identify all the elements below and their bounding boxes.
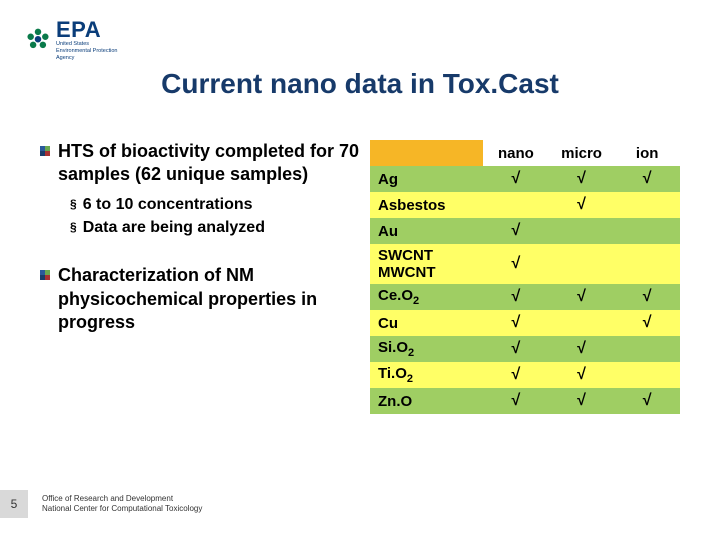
cell-value: √ <box>614 310 680 336</box>
table-row: Asbestos √ <box>370 192 680 218</box>
footer-line-1: Office of Research and Development <box>42 494 202 504</box>
cell-value <box>549 218 615 244</box>
cell-value <box>614 192 680 218</box>
cell-material: Asbestos <box>370 192 483 218</box>
bullet-list: HTS of bioactivity completed for 70 samp… <box>40 140 360 414</box>
cell-value: √ <box>483 336 549 362</box>
epa-sub1: United States <box>56 41 117 47</box>
cell-value: √ <box>549 192 615 218</box>
table-row: SWCNT MWCNT√ <box>370 244 680 284</box>
cell-value <box>614 336 680 362</box>
cell-value: √ <box>549 362 615 388</box>
sub-1-text: 6 to 10 concentrations <box>83 195 253 216</box>
cell-value <box>614 218 680 244</box>
cell-value: √ <box>549 166 615 192</box>
footer-line-2: National Center for Computational Toxico… <box>42 504 202 514</box>
cell-value: √ <box>549 284 615 310</box>
sub-2-text: Data are being analyzed <box>83 218 265 239</box>
bullet-square-icon <box>40 270 50 280</box>
cell-value: √ <box>614 166 680 192</box>
cell-material: Ce.O2 <box>370 284 483 310</box>
cell-material: Ti.O2 <box>370 362 483 388</box>
cell-value: √ <box>483 244 549 284</box>
cell-material: SWCNT MWCNT <box>370 244 483 284</box>
col-ion: ion <box>614 140 680 166</box>
cell-value: √ <box>483 166 549 192</box>
cell-value <box>549 310 615 336</box>
table-body: Ag√√√Asbestos√Au√SWCNT MWCNT√Ce.O2√√√Cu√… <box>370 166 680 414</box>
bullet-2-text: Characterization of NM physicochemical p… <box>58 264 360 334</box>
sub-marker-icon: § <box>70 197 77 216</box>
epa-sub2: Environmental Protection <box>56 48 117 54</box>
epa-flower-icon <box>25 27 51 53</box>
cell-value: √ <box>549 336 615 362</box>
cell-value: √ <box>483 388 549 414</box>
col-material <box>370 140 483 166</box>
footer: 5 Office of Research and Development Nat… <box>0 490 202 518</box>
page-number: 5 <box>0 490 28 518</box>
bullet-1-sub-1: § 6 to 10 concentrations <box>70 195 360 216</box>
cell-material: Zn.O <box>370 388 483 414</box>
cell-value: √ <box>483 310 549 336</box>
material-table: nano micro ion Ag√√√Asbestos√Au√SWCNT MW… <box>370 140 680 414</box>
table-row: Ce.O2√√√ <box>370 284 680 310</box>
cell-value <box>614 362 680 388</box>
table-row: Au√ <box>370 218 680 244</box>
bullet-square-icon <box>40 146 50 156</box>
page-title: Current nano data in Tox.Cast <box>0 68 720 100</box>
bullet-2: Characterization of NM physicochemical p… <box>40 264 360 334</box>
bullet-1: HTS of bioactivity completed for 70 samp… <box>40 140 360 187</box>
table-row: Si.O2√√ <box>370 336 680 362</box>
cell-material: Au <box>370 218 483 244</box>
data-table-wrapper: nano micro ion Ag√√√Asbestos√Au√SWCNT MW… <box>370 140 680 414</box>
content-area: HTS of bioactivity completed for 70 samp… <box>40 140 680 414</box>
table-row: Zn.O√√√ <box>370 388 680 414</box>
cell-value <box>614 244 680 284</box>
footer-text: Office of Research and Development Natio… <box>42 494 202 513</box>
epa-logo: EPA United States Environmental Protecti… <box>25 20 117 61</box>
bullet-1-text: HTS of bioactivity completed for 70 samp… <box>58 140 360 187</box>
cell-material: Ag <box>370 166 483 192</box>
cell-material: Si.O2 <box>370 336 483 362</box>
cell-value: √ <box>614 388 680 414</box>
cell-value: √ <box>549 388 615 414</box>
table-header-row: nano micro ion <box>370 140 680 166</box>
bullet-1-sub-2: § Data are being analyzed <box>70 218 360 239</box>
col-nano: nano <box>483 140 549 166</box>
table-row: Cu√√ <box>370 310 680 336</box>
cell-value: √ <box>614 284 680 310</box>
cell-value <box>483 192 549 218</box>
cell-value: √ <box>483 362 549 388</box>
table-row: Ti.O2√√ <box>370 362 680 388</box>
epa-acronym: EPA <box>56 20 117 40</box>
cell-value <box>549 244 615 284</box>
col-micro: micro <box>549 140 615 166</box>
epa-sub3: Agency <box>56 55 117 61</box>
sub-marker-icon: § <box>70 220 77 239</box>
cell-value: √ <box>483 218 549 244</box>
cell-value: √ <box>483 284 549 310</box>
cell-material: Cu <box>370 310 483 336</box>
table-row: Ag√√√ <box>370 166 680 192</box>
